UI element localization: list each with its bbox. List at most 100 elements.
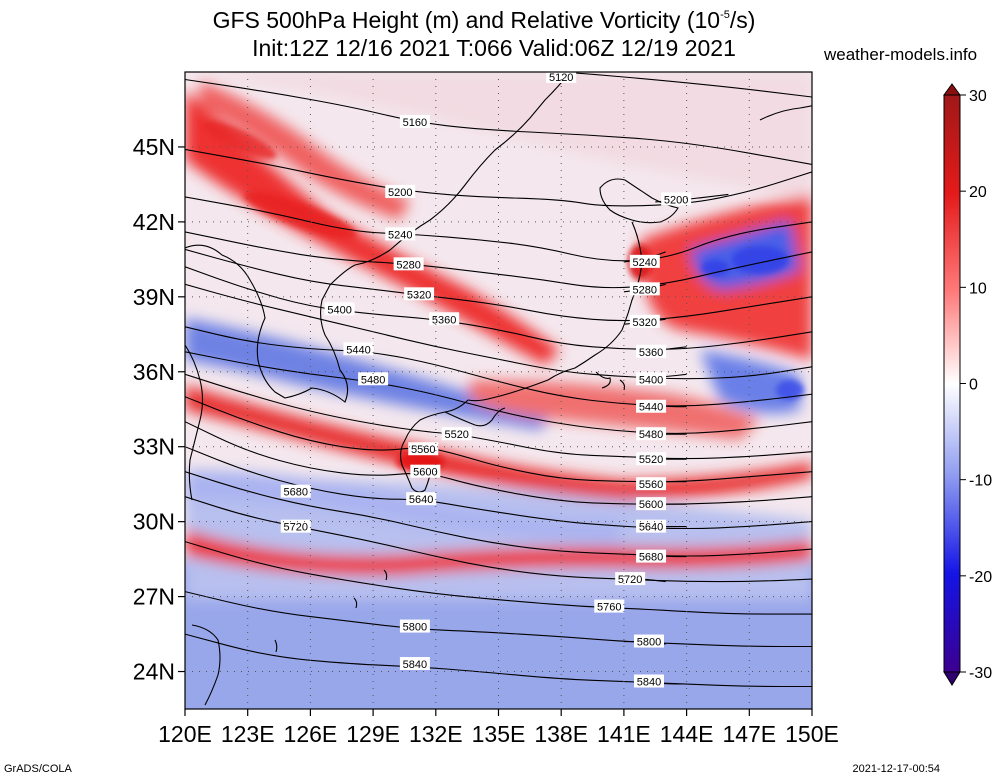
contour-label-bg: [633, 674, 664, 688]
contour-label: 5800: [403, 622, 427, 634]
contour-label-bg: [636, 549, 667, 563]
contour-label: 5440: [346, 344, 370, 356]
contour-line: [185, 496, 812, 583]
contour-label: 5400: [327, 304, 351, 316]
contour-label-bg: [629, 254, 660, 268]
colorbar: 30 20 10 0 -10 -20 -30: [943, 83, 992, 686]
contour-label-bg: [636, 399, 667, 413]
contour-line: [185, 148, 812, 207]
colorbar-tick-label: 20: [969, 184, 987, 201]
contour-label: 5560: [639, 479, 663, 491]
contour-line: [185, 446, 812, 530]
contour-label-bg: [615, 572, 646, 586]
lat-tick-label: 27N: [133, 584, 175, 610]
lat-tick-label: 45N: [133, 134, 175, 160]
contour-line: [185, 231, 812, 289]
colorbar-bar: [943, 94, 961, 673]
contour-line: [185, 248, 812, 322]
footer-software: GrADS/COLA: [4, 763, 72, 775]
site-name: weather-models.info: [824, 45, 978, 64]
contour-line: [185, 78, 812, 165]
lon-tick-label: 129E: [346, 721, 400, 747]
contour-label: 5640: [639, 522, 663, 534]
footer-timestamp: 2021-12-17-00:54: [852, 763, 940, 775]
title-text: GFS 500hPa Height (m) and Relative Vorti…: [212, 7, 721, 33]
contour-label: 5120: [549, 72, 573, 84]
contour-label: 5680: [639, 552, 663, 564]
contour-line: [553, 72, 812, 98]
contour-label: 5840: [637, 677, 661, 689]
contour-label: 5720: [284, 522, 308, 534]
contour-label-bg: [385, 227, 416, 241]
contour-label-bg: [324, 302, 355, 316]
title-exponent: -5: [720, 9, 730, 21]
lat-tick-label: 39N: [133, 284, 175, 310]
contour-line: [185, 283, 812, 380]
contour-label: 5840: [403, 659, 427, 671]
lat-tick-label: 30N: [133, 509, 175, 535]
lon-tick-label: 144E: [660, 721, 714, 747]
contour-label: 5600: [639, 499, 663, 511]
contour-label: 5360: [639, 347, 663, 359]
lon-tick-label: 141E: [597, 721, 651, 747]
colorbar-tick-label: -30: [969, 665, 992, 682]
colorbar-top-arrow: [943, 83, 961, 96]
chart-title: GFS 500hPa Height (m) and Relative Vorti…: [0, 7, 984, 33]
colorbar-bottom-arrow: [943, 671, 961, 686]
lon-tick-label: 147E: [722, 721, 776, 747]
contour-label: 5440: [639, 402, 663, 414]
contour-label-bg: [410, 464, 441, 478]
contour-label-bg: [406, 492, 437, 506]
coastlines: [185, 72, 812, 706]
contour-label: 5280: [396, 259, 420, 271]
contour-label: 5200: [388, 187, 412, 199]
lon-tick-label: 123E: [221, 721, 275, 747]
chart-subtitle: Init:12Z 12/16 2021 T:066 Valid:06Z 12/1…: [252, 35, 736, 61]
lon-tick-label: 135E: [472, 721, 526, 747]
contour-label-bg: [393, 257, 424, 271]
contour-label-bg: [636, 519, 667, 533]
contour-label: 5240: [388, 229, 412, 241]
height-contours: 5120 5160 5200 5200 5240 5240 5280 5280 5320 5320…: [185, 72, 812, 689]
contour-label-bg: [636, 477, 667, 491]
contour-label: 5200: [664, 194, 688, 206]
contour-label: 5720: [618, 574, 642, 586]
contour-label: 5600: [413, 467, 437, 479]
contour-line: [185, 471, 812, 557]
colorbar-tick-label: 10: [969, 280, 987, 297]
contour-label-bg: [546, 72, 577, 83]
contour-label-bg: [629, 314, 660, 328]
lat-tick-label: 42N: [133, 209, 175, 235]
contour-label-bg: [280, 484, 311, 498]
lat-tick-label: 36N: [133, 359, 175, 385]
lat-tick-label: 33N: [133, 434, 175, 460]
contour-line: [185, 633, 812, 688]
contour-label-bg: [441, 427, 472, 441]
contour-label-bg: [385, 184, 416, 198]
map-axes: 120E 123E 126E 129E 132E 135E 138E 141E 144E 147E…: [133, 134, 839, 747]
contour-label-bg: [594, 599, 625, 613]
contour-label-bg: [636, 427, 667, 441]
colorbar-tick-label: -20: [969, 569, 992, 586]
colorbar-tick-label: 0: [969, 377, 978, 394]
colorbar-tick-label: -10: [969, 473, 992, 490]
contour-label-bg: [661, 192, 692, 206]
contour-label-bg: [399, 619, 430, 633]
contour-line: [185, 591, 812, 648]
contour-label-bg: [636, 344, 667, 358]
lon-tick-label: 132E: [409, 721, 463, 747]
title-unit: /s): [729, 7, 756, 33]
contour-line: [185, 351, 812, 434]
lon-tick-label: 150E: [785, 721, 839, 747]
contour-line: [185, 196, 812, 262]
contour-label: 5320: [633, 317, 657, 329]
contour-label-bg: [636, 452, 667, 466]
contour-line: [185, 266, 812, 350]
contour-label-bg: [399, 657, 430, 671]
lat-tick-label: 24N: [133, 659, 175, 685]
contour-label-bg: [280, 519, 311, 533]
contour-line: [185, 326, 812, 407]
contour-label-bg: [636, 497, 667, 511]
contour-label: 5400: [639, 374, 663, 386]
contour-label: 5320: [407, 289, 431, 301]
